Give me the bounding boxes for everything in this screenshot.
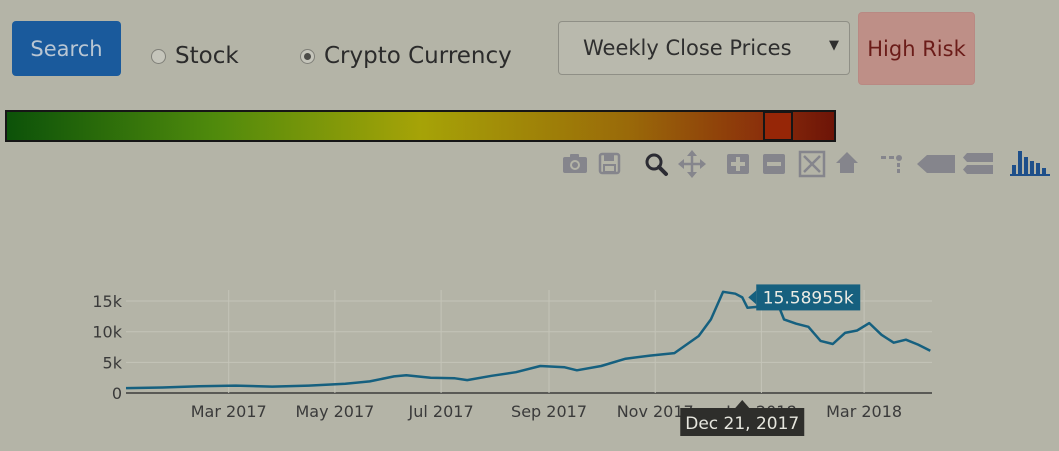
autoscale-icon[interactable] — [798, 150, 826, 178]
hover-compare-icon[interactable] — [963, 153, 993, 174]
price-type-select-value: Weekly Close Prices — [583, 36, 792, 60]
x-tick-label: Jul 2017 — [408, 402, 474, 421]
y-tick-label: 15k — [92, 292, 122, 311]
camera-icon[interactable] — [563, 154, 587, 173]
hover-closest-icon[interactable] — [917, 155, 955, 173]
hover-date-tooltip: Dec 21, 2017 — [680, 400, 805, 436]
stock-radio-dot[interactable] — [151, 48, 166, 64]
stock-radio[interactable]: Stock — [151, 34, 239, 78]
hover-value-text: 15.58955k — [763, 288, 854, 308]
hover-value-tooltip: 15.58955k — [748, 284, 861, 311]
risk-gradient-bar — [5, 110, 836, 142]
x-tick-label: May 2017 — [295, 402, 374, 421]
chevron-down-icon: ▼ — [829, 38, 839, 53]
x-tick-label: Nov 2017 — [617, 402, 694, 421]
stock-radio-label: Stock — [175, 43, 239, 69]
pan-icon[interactable] — [678, 150, 706, 178]
y-tick-label: 0 — [112, 384, 122, 403]
crypto-currency-radio-label: Crypto Currency — [324, 43, 512, 69]
zoom-out-icon[interactable] — [763, 154, 785, 174]
price-type-select[interactable]: Weekly Close Prices ▼ — [558, 21, 850, 75]
reset-axes-icon[interactable] — [836, 152, 858, 173]
x-tick-label: Mar 2018 — [826, 402, 902, 421]
risk-level-marker — [763, 111, 793, 141]
price-series-line — [125, 287, 931, 390]
y-tick-label: 10k — [92, 323, 122, 342]
spike-lines-icon[interactable] — [881, 155, 902, 173]
y-tick-label: 5k — [103, 353, 123, 372]
save-icon[interactable] — [598, 152, 621, 175]
hover-date-text: Dec 21, 2017 — [685, 414, 799, 434]
chart-modebar — [563, 150, 1050, 178]
search-button[interactable]: Search — [12, 21, 121, 76]
plotly-logo-icon[interactable] — [1010, 151, 1050, 176]
risk-badge-label: High Risk — [867, 36, 966, 61]
risk-badge[interactable]: High Risk — [858, 12, 975, 85]
x-tick-label: Mar 2017 — [191, 402, 267, 421]
x-tick-label: Sep 2017 — [511, 402, 587, 421]
crypto-currency-radio-dot[interactable] — [300, 48, 315, 64]
crypto-currency-radio[interactable]: Crypto Currency — [300, 34, 512, 78]
zoom-in-icon[interactable] — [727, 154, 749, 174]
zoom-icon[interactable] — [645, 153, 668, 176]
